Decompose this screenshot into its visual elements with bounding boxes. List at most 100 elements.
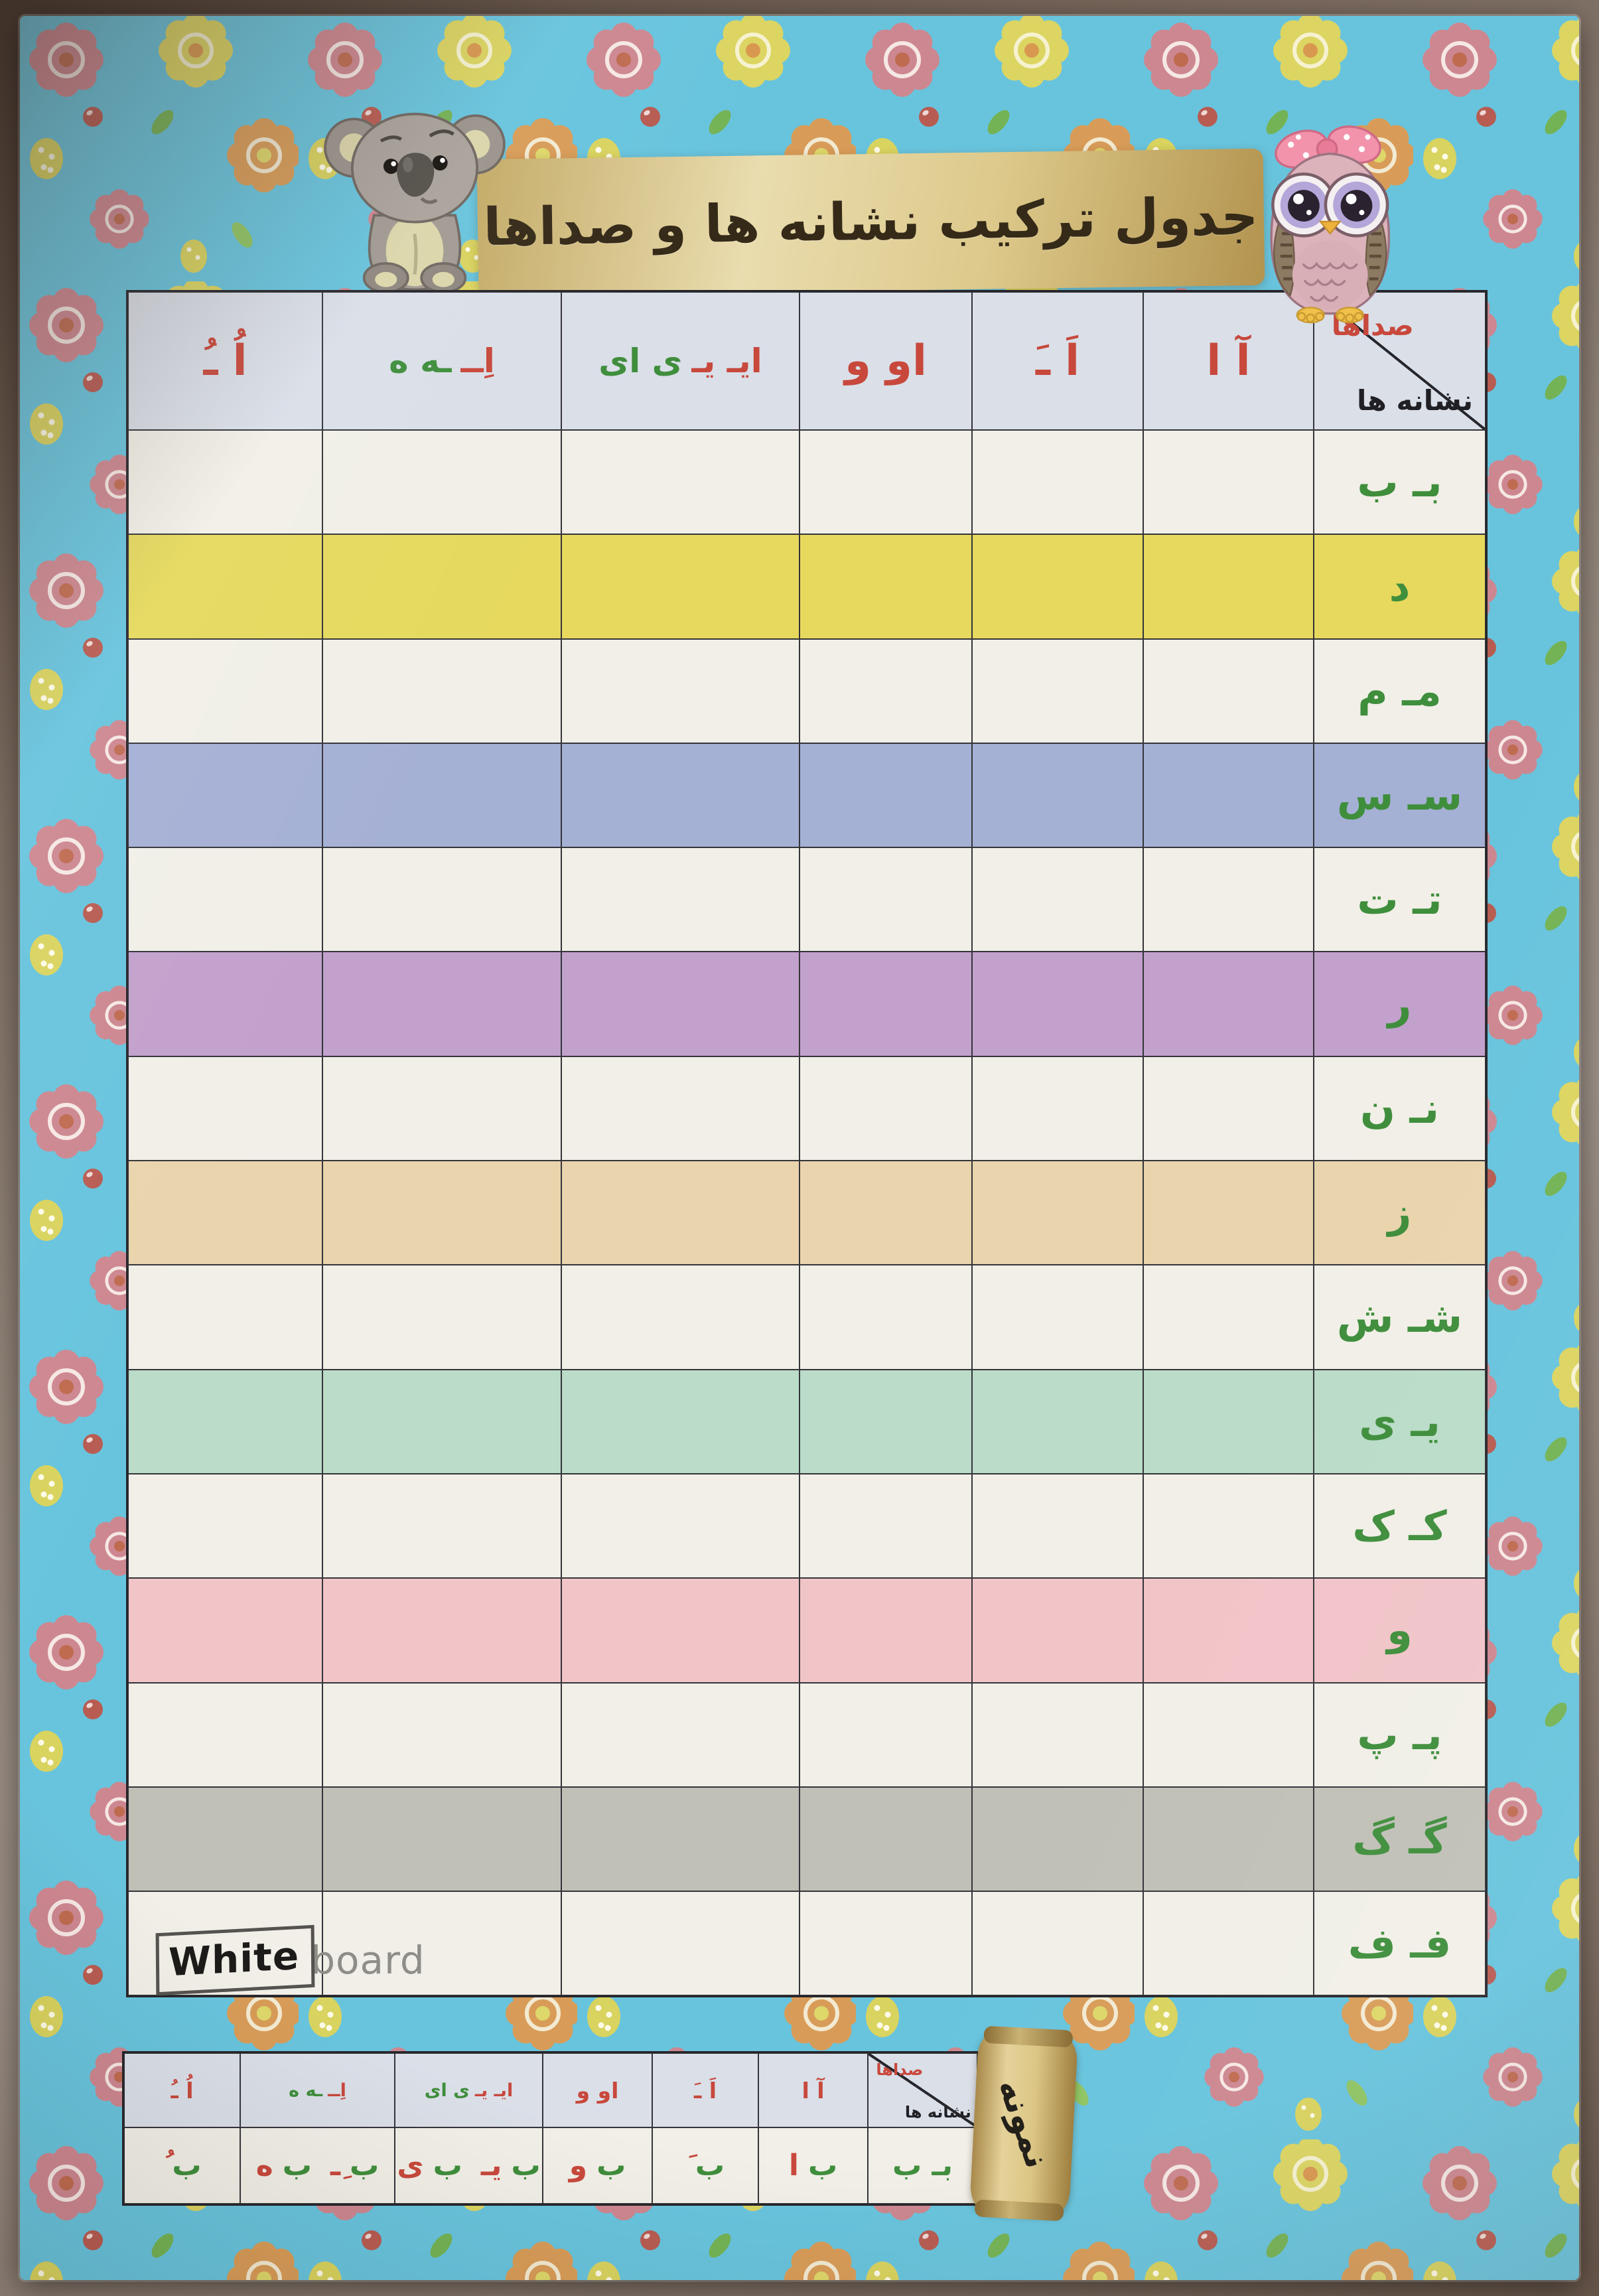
logo-text-white: White — [168, 1932, 300, 1985]
practice-cell-r8-c4 — [561, 1161, 800, 1265]
practice-cell-r6-c5 — [322, 952, 561, 1056]
practice-cell-r9-c5 — [322, 1265, 561, 1370]
text-segment-red: آ ا — [1206, 336, 1251, 386]
practice-cell-r5-c3 — [800, 847, 972, 952]
practice-cell-r13-c2 — [972, 1682, 1143, 1787]
text-segment-red: ا — [788, 2149, 799, 2183]
sample-corner-cell: صداها نشانه ها — [868, 2053, 977, 2127]
row-label-text: گـ گ — [1352, 1815, 1447, 1863]
text-segment-red: آ ا — [801, 2077, 825, 2104]
sample-scroll-label: نمونه — [990, 2073, 1058, 2174]
text-segment-green: ب — [433, 2149, 462, 2183]
main-sound-header-a-fatha: اَ ـَ — [972, 292, 1143, 430]
main-sound-header-e-kasra: اِــ ـه ه — [322, 292, 561, 430]
practice-cell-r13-c5 — [322, 1682, 561, 1787]
sample-sound-header-aa-madda: آ ا — [758, 2053, 868, 2127]
practice-cell-r9-c3 — [800, 1265, 972, 1370]
main-signs-label: نشانه ها — [1356, 384, 1474, 417]
practice-cell-r15-c5 — [322, 1891, 561, 1996]
practice-cell-r11-c1 — [1143, 1473, 1314, 1579]
practice-cell-r14-c3 — [800, 1786, 972, 1892]
practice-cell-r7-c3 — [800, 1056, 972, 1161]
practice-cell-r13-c1 — [1143, 1682, 1314, 1787]
text-segment-red: ِـ — [330, 2149, 341, 2183]
whiteboard-logo: White board — [155, 1924, 468, 1996]
sample-sound-header-o-damma: اُ ـُ — [124, 2053, 240, 2127]
poster: جدول ترکیب نشانه ها و صداها — [20, 16, 1579, 2280]
practice-cell-r4-c6 — [128, 743, 322, 848]
row-label-text: و — [1387, 1606, 1413, 1655]
practice-cell-r4-c1 — [1143, 743, 1314, 848]
practice-cell-r7-c5 — [322, 1056, 561, 1161]
practice-cell-r2-c2 — [972, 534, 1143, 639]
title-banner: جدول ترکیب نشانه ها و صداها — [476, 148, 1265, 297]
practice-cell-r5-c5 — [322, 847, 561, 952]
practice-cell-r15-c4 — [561, 1891, 800, 1996]
practice-cell-r6-c6 — [128, 952, 322, 1056]
row-label-text: سـ س — [1336, 771, 1463, 820]
practice-cell-r5-c4 — [561, 847, 800, 952]
practice-cell-r3-c3 — [800, 638, 972, 743]
practice-cell-r10-c3 — [800, 1369, 972, 1474]
text-segment-green: ی ای — [424, 2080, 470, 2101]
row-label-4: سـ س — [1314, 743, 1486, 848]
row-label-13: پـ پ — [1314, 1682, 1486, 1787]
text-segment-red: ه — [255, 2149, 273, 2183]
practice-cell-r7-c6 — [128, 1056, 322, 1161]
sample-cell-be-forms: بـ ب — [868, 2127, 977, 2204]
practice-cell-r13-c4 — [561, 1682, 800, 1787]
practice-cell-r12-c4 — [561, 1578, 800, 1683]
row-label-9: شـ ش — [1314, 1265, 1486, 1370]
sample-sound-header-oo-vav: او و — [543, 2053, 652, 2127]
practice-cell-r14-c1 — [1143, 1786, 1314, 1892]
practice-cell-r8-c5 — [322, 1161, 561, 1265]
sample-cell-bo-damma: بُ — [124, 2127, 240, 2204]
row-label-7: نـ ن — [1314, 1056, 1486, 1161]
row-label-3: مـ م — [1314, 638, 1486, 743]
practice-cell-r1-c3 — [800, 430, 972, 535]
sample-sound-header-ee-ya: ایـ یـ ی ای — [395, 2053, 543, 2127]
text-segment-red: و — [569, 2149, 588, 2183]
practice-cell-r4-c4 — [561, 743, 800, 848]
main-sound-header-aa-madda: آ ا — [1143, 292, 1314, 430]
text-segment-red: اِــ — [328, 2080, 346, 2101]
row-label-14: گـ گ — [1314, 1786, 1486, 1892]
text-segment-green: ب — [596, 2149, 626, 2183]
row-label-6: ر — [1314, 952, 1486, 1056]
practice-cell-r7-c1 — [1143, 1056, 1314, 1161]
practice-cell-r15-c3 — [800, 1891, 972, 1996]
practice-cell-r13-c6 — [128, 1682, 322, 1787]
practice-cell-r7-c2 — [972, 1056, 1143, 1161]
text-segment-green: ب — [350, 2149, 380, 2183]
row-label-text: تـ ت — [1357, 875, 1442, 924]
text-segment-red: اَ ـَ — [1035, 336, 1080, 386]
row-label-text: شـ ش — [1336, 1293, 1463, 1342]
text-segment-green: ی ای — [598, 342, 683, 380]
row-label-text: پـ پ — [1357, 1710, 1442, 1759]
row-label-text: کـ ک — [1352, 1502, 1447, 1551]
practice-cell-r4-c3 — [800, 743, 972, 848]
practice-cell-r2-c1 — [1143, 534, 1314, 639]
logo-text-board: board — [311, 1938, 425, 1983]
row-label-text: ز — [1387, 1188, 1412, 1238]
practice-cell-r7-c4 — [561, 1056, 800, 1161]
practice-cell-r8-c1 — [1143, 1161, 1314, 1265]
practice-cell-r5-c2 — [972, 847, 1143, 952]
row-label-text: مـ م — [1357, 666, 1442, 715]
practice-cell-r12-c1 — [1143, 1578, 1314, 1683]
practice-cell-r12-c6 — [128, 1578, 322, 1683]
row-label-text: یـ ی — [1359, 1397, 1440, 1446]
practice-cell-r11-c2 — [972, 1473, 1143, 1579]
text-segment-red: ایـ یـ — [474, 2080, 514, 2101]
practice-cell-r6-c4 — [561, 952, 800, 1056]
text-segment-red: اُ ـُ — [203, 336, 247, 386]
practice-cell-r14-c5 — [322, 1786, 561, 1892]
practice-cell-r6-c3 — [800, 952, 972, 1056]
practice-cell-r11-c6 — [128, 1473, 322, 1579]
practice-cell-r10-c2 — [972, 1369, 1143, 1474]
row-label-2: د — [1314, 534, 1486, 639]
practice-cell-r14-c4 — [561, 1786, 800, 1892]
